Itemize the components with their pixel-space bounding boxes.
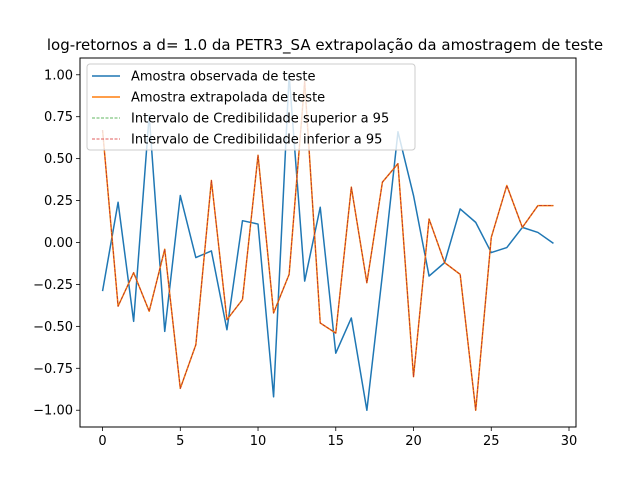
legend-label-4: Intervalo de Credibilidade inferior a 95 — [131, 133, 382, 148]
series-line-4 — [102, 81, 554, 411]
legend-label-3: Intervalo de Credibilidade superior a 95 — [131, 112, 389, 127]
chart-title: log-retornos a d= 1.0 da PETR3_SA extrap… — [47, 36, 603, 55]
x-tick-label: 5 — [176, 434, 184, 449]
y-tick-label: 1.00 — [44, 68, 73, 83]
y-tick-label: −0.50 — [33, 320, 73, 335]
y-tick-label: 0.75 — [44, 110, 73, 125]
series-line-1 — [101, 74, 554, 411]
y-tick-label: 0.00 — [44, 236, 73, 251]
y-tick-label: −1.00 — [33, 404, 73, 419]
x-tick-label: 15 — [328, 434, 345, 449]
x-tick-label: 20 — [405, 434, 422, 449]
x-tick-label: 25 — [483, 434, 500, 449]
legend-label-2: Amostra extrapolada de teste — [131, 91, 325, 106]
y-tick-label: 0.50 — [44, 152, 73, 167]
y-tick-label: −0.25 — [33, 278, 73, 293]
x-axis: 0 5 10 15 20 25 30 — [98, 427, 577, 449]
legend-label-1: Amostra observada de teste — [131, 70, 316, 85]
plot-series — [101, 74, 554, 411]
legend: Amostra observada de teste Amostra extrap… — [86, 63, 416, 151]
y-axis: −1.00 −0.75 −0.50 −0.25 0.00 0.25 0.50 0.75 1.00 — [33, 68, 80, 419]
x-tick-label: 10 — [250, 434, 267, 449]
y-tick-label: 0.25 — [44, 194, 73, 209]
legend-box — [86, 63, 416, 151]
x-tick-label: 0 — [98, 434, 106, 449]
y-tick-label: −0.75 — [33, 362, 73, 377]
x-tick-label: 30 — [561, 434, 578, 449]
